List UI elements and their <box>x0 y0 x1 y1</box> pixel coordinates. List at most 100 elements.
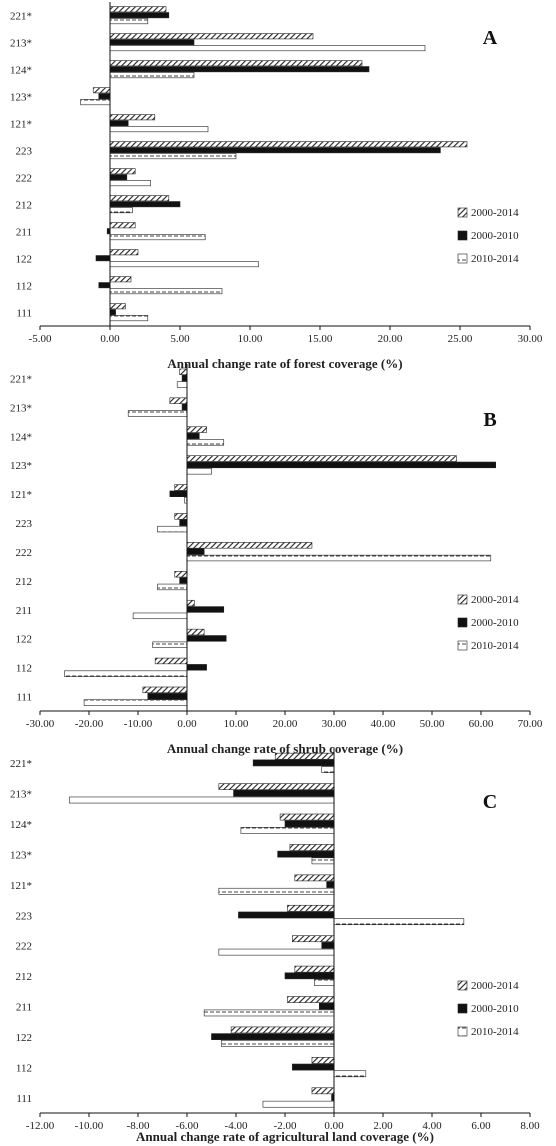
category-label: 213* <box>10 38 32 50</box>
legend-label: 2000-2014 <box>471 207 519 219</box>
panel-label: C <box>483 791 497 813</box>
category-label: 124* <box>10 65 32 77</box>
series-2010-2014-bar <box>333 918 465 926</box>
series-2010-2014-bar <box>152 641 188 648</box>
legend-label: 2010-2014 <box>471 1026 519 1038</box>
series-2000-2010-bar <box>252 759 335 767</box>
category-label: 112 <box>16 281 32 293</box>
series-2010-2014-bar <box>321 766 335 773</box>
category-label: 211 <box>16 227 32 239</box>
category-label: 223 <box>16 518 33 530</box>
series-2000-2010-bar <box>186 635 227 642</box>
series-2000-2014-bar <box>186 542 313 549</box>
series-2000-2014-bar <box>154 657 188 665</box>
category-label: 223 <box>16 146 33 158</box>
legend-swatch <box>457 207 468 218</box>
series-2000-2014-bar <box>92 87 111 94</box>
series-2010-2014-bar <box>109 18 149 25</box>
panel-label: B <box>483 409 496 431</box>
x-tick-label: 25.00 <box>448 333 473 345</box>
series-2010-2014-bar <box>132 612 188 620</box>
series-2000-2010-bar <box>98 93 111 100</box>
x-tick-label: 0.00 <box>100 333 120 345</box>
legend-swatch <box>457 1003 468 1014</box>
category-label: 124* <box>10 431 32 443</box>
series-2000-2014-bar <box>186 599 195 607</box>
series-2000-2010-bar <box>169 490 188 498</box>
x-tick-label: 8.00 <box>520 1120 540 1132</box>
series-2010-2014-bar <box>83 699 188 706</box>
series-2010-2014-bar <box>221 1040 335 1047</box>
legend: 2000-2014 2000-2010 2010-2014 <box>457 980 519 1038</box>
series-2000-2014-bar <box>311 1087 335 1095</box>
series-2010-2014-bar <box>127 410 188 417</box>
series-2000-2014-bar <box>294 965 335 973</box>
category-label: 211 <box>16 1002 32 1014</box>
x-tick-label: -5.00 <box>29 333 52 345</box>
series-2010-2014-bar <box>109 126 209 133</box>
series-2010-2014-bar <box>109 207 133 214</box>
legend-swatch <box>457 980 468 991</box>
series-2000-2010-bar <box>318 1002 335 1010</box>
category-label: 121* <box>10 489 32 501</box>
series-2010-2014-bar <box>311 857 335 865</box>
category-label: 213* <box>10 789 32 801</box>
series-2010-2014-bar <box>218 948 335 956</box>
series-2010-2014-bar <box>109 261 259 268</box>
series-2000-2010-bar <box>284 972 335 980</box>
series-2010-2014-bar <box>109 288 223 295</box>
series-2000-2014-bar <box>279 813 335 821</box>
category-label: 213* <box>10 402 32 414</box>
x-tick-label: 0.00 <box>177 718 197 730</box>
x-tick-label: -6.00 <box>176 1120 199 1132</box>
series-2000-2014-bar <box>109 249 139 256</box>
legend-swatch <box>457 253 468 264</box>
x-tick-label: -2.00 <box>274 1120 297 1132</box>
series-2000-2010-bar <box>186 664 207 671</box>
series-2000-2010-bar <box>109 201 181 208</box>
series-2000-2010-bar <box>181 403 188 411</box>
series-2000-2014-bar <box>174 484 188 491</box>
series-2000-2014-bar <box>109 141 468 148</box>
series-2000-2014-bar <box>186 628 205 636</box>
category-label: 121* <box>10 880 32 892</box>
legend-label: 2000-2014 <box>471 980 519 992</box>
x-tick-label: 15.00 <box>308 333 333 345</box>
series-2010-2014-bar <box>157 583 188 591</box>
series-2000-2010-bar <box>179 519 188 526</box>
panel-label: A <box>483 27 498 49</box>
category-label: 212 <box>16 576 33 588</box>
series-2000-2010-bar <box>186 461 497 469</box>
x-tick-label: -30.00 <box>26 718 55 730</box>
legend-swatch <box>457 640 468 651</box>
x-tick-label: -10.00 <box>75 1120 104 1132</box>
series-2000-2010-bar <box>292 1063 335 1071</box>
category-label: 122 <box>16 1032 33 1044</box>
series-2010-2014-bar <box>109 180 151 187</box>
x-tick-label: -4.00 <box>225 1120 248 1132</box>
legend: 2000-2014 2000-2010 2010-2014 <box>457 594 519 652</box>
series-2000-2014-bar <box>109 6 167 13</box>
x-tick-label: 0.00 <box>324 1120 344 1132</box>
series-2010-2014-bar <box>109 234 206 241</box>
category-label: 112 <box>16 1062 32 1074</box>
legend-label: 2000-2014 <box>471 594 519 606</box>
series-2000-2010-bar <box>186 606 225 613</box>
series-2000-2010-bar <box>109 309 116 316</box>
x-tick-label: 4.00 <box>422 1120 442 1132</box>
chart-panel-a: 221* 213* 124* 123* 121* 223 222 212 211 122 112 11… <box>10 2 543 371</box>
series-2000-2014-bar <box>186 426 207 433</box>
x-axis-title: Annual change rate of shrub coverage (%) <box>167 741 403 756</box>
series-2000-2014-bar <box>179 368 188 375</box>
series-2000-2010-bar <box>95 255 111 262</box>
category-label: 221* <box>10 11 32 23</box>
series-2000-2014-bar <box>109 60 363 67</box>
x-tick-label: -10.00 <box>124 718 153 730</box>
category-label: 123* <box>10 849 32 861</box>
legend-label: 2000-2010 <box>471 230 519 242</box>
series-2000-2010-bar <box>326 881 335 888</box>
series-2010-2014-bar <box>240 827 335 834</box>
x-tick-label: 30.00 <box>322 718 347 730</box>
series-2000-2014-bar <box>109 114 156 121</box>
